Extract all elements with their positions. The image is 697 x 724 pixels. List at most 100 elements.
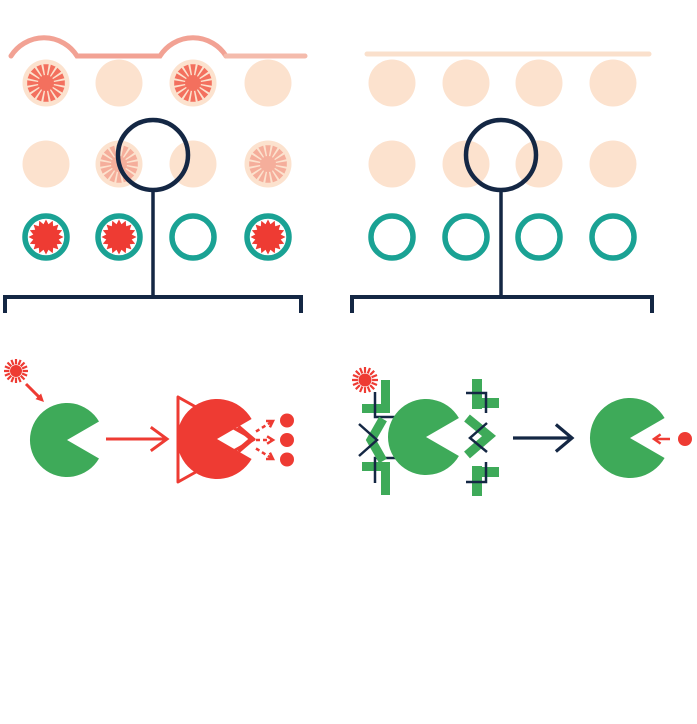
- drug-molecule-hook: [468, 422, 488, 453]
- entry-arrow: [24, 382, 44, 402]
- cell-body: [368, 140, 416, 188]
- virus-core: [10, 365, 22, 377]
- virus-ball-icon: [250, 219, 286, 255]
- drug-molecule-bar: [381, 467, 390, 495]
- immune-cell-empty: [515, 213, 563, 261]
- released-virion-dot: [280, 452, 294, 467]
- virus-spikes: [101, 219, 137, 255]
- panel-protected: [350, 51, 654, 313]
- cell-ring: [244, 213, 292, 261]
- drug-molecule-bottom-left: [362, 456, 396, 495]
- drug-molecule-hook: [466, 391, 488, 413]
- virus-rays: [352, 367, 378, 393]
- virus-particle-icon: [352, 367, 378, 393]
- starburst-rays: [100, 145, 138, 183]
- cell-body: [95, 59, 143, 107]
- arrow-head: [35, 393, 44, 402]
- cell-ring: [95, 213, 143, 261]
- zoom-bracket: [3, 295, 303, 313]
- arrow-head: [651, 433, 662, 445]
- arrow-head: [266, 452, 276, 461]
- virus-spikes: [28, 219, 64, 255]
- drug-molecule-right: [464, 414, 496, 459]
- epithelial-cell-infected: [169, 59, 217, 107]
- epithelial-cell: [368, 59, 416, 107]
- detail-blocked-sequence: [352, 367, 692, 496]
- virion-release-arrow: [255, 447, 276, 461]
- epithelial-cell: [589, 140, 637, 188]
- cell-grid: [22, 59, 292, 261]
- blocked-stage-host: [387, 397, 692, 478]
- virus-ball-icon: [28, 219, 64, 255]
- cell-grid: [368, 59, 637, 261]
- arrow-head: [149, 425, 170, 453]
- trapped-virus-host: [352, 367, 378, 393]
- drug-molecule-bar: [482, 467, 499, 477]
- starburst-core: [185, 75, 201, 91]
- infection-starburst: [249, 145, 287, 183]
- infection-starburst: [174, 64, 212, 102]
- detail-infection-sequence: [4, 359, 294, 484]
- drug-molecule-hook: [373, 456, 396, 483]
- cell-ring: [368, 213, 416, 261]
- drug-molecule-bar: [482, 398, 499, 408]
- immune-cell-empty: [169, 213, 217, 261]
- released-virion-dot: [280, 433, 294, 447]
- starburst-rays: [249, 145, 287, 183]
- drug-molecule-left: [358, 416, 387, 464]
- arrow-shaft: [255, 419, 274, 433]
- virus-core: [358, 373, 372, 387]
- immune-cell-infected: [244, 213, 292, 261]
- drug-molecule-top-left: [362, 380, 396, 419]
- immune-cell-empty: [442, 213, 490, 261]
- epithelial-cell: [95, 59, 143, 107]
- starburst-core: [38, 75, 54, 91]
- epithelial-cell: [22, 140, 70, 188]
- virus-particle-icon: [4, 359, 28, 383]
- virion-release-arrow: [255, 419, 276, 433]
- cell-body: [589, 140, 637, 188]
- magnifier: [115, 117, 191, 297]
- cell-ring: [22, 213, 70, 261]
- cell-ring: [589, 213, 637, 261]
- healthy-cell-pacman: [387, 399, 459, 475]
- arrow-head: [266, 419, 276, 428]
- magnifier: [463, 117, 539, 297]
- arrow-shaft: [24, 382, 42, 400]
- immune-cell-infected: [95, 213, 143, 261]
- magnifier-ring: [115, 117, 191, 193]
- infected-bursting-cell-pacman: [176, 399, 252, 479]
- drug-molecule-hook: [373, 392, 396, 419]
- starburst-rays: [174, 64, 212, 102]
- progress-arrow: [513, 423, 575, 453]
- cell-body: [589, 59, 637, 107]
- epithelial-cell: [442, 59, 490, 107]
- arrow-head: [554, 423, 575, 453]
- infection-starburst: [27, 64, 65, 102]
- cell-body: [515, 59, 563, 107]
- epithelial-cell-infected-light: [244, 140, 292, 188]
- drug-molecule-hook: [358, 423, 379, 457]
- healthy-cell-pacman: [29, 403, 99, 477]
- progress-arrow: [106, 425, 170, 453]
- cell-body: [22, 140, 70, 188]
- immune-cell-infected: [22, 213, 70, 261]
- virus-rays: [4, 359, 28, 383]
- blocked-entry-arrow: [651, 433, 670, 445]
- starburst-rays: [27, 64, 65, 102]
- arrow-shaft: [255, 447, 274, 461]
- zoom-bracket: [350, 295, 654, 313]
- drug-molecule-hook: [466, 462, 488, 484]
- immune-cell-empty: [368, 213, 416, 261]
- cell-body: [368, 59, 416, 107]
- drug-molecule-bottom-right: [466, 462, 499, 496]
- virus-ball-icon: [101, 219, 137, 255]
- panel-untreated: [3, 35, 308, 313]
- drug-molecule-chevron: [464, 414, 496, 459]
- healthy-cell-pacman: [589, 397, 665, 478]
- cell-ring: [515, 213, 563, 261]
- drug-molecule-chevron: [365, 416, 387, 464]
- virus-spikes: [250, 219, 286, 255]
